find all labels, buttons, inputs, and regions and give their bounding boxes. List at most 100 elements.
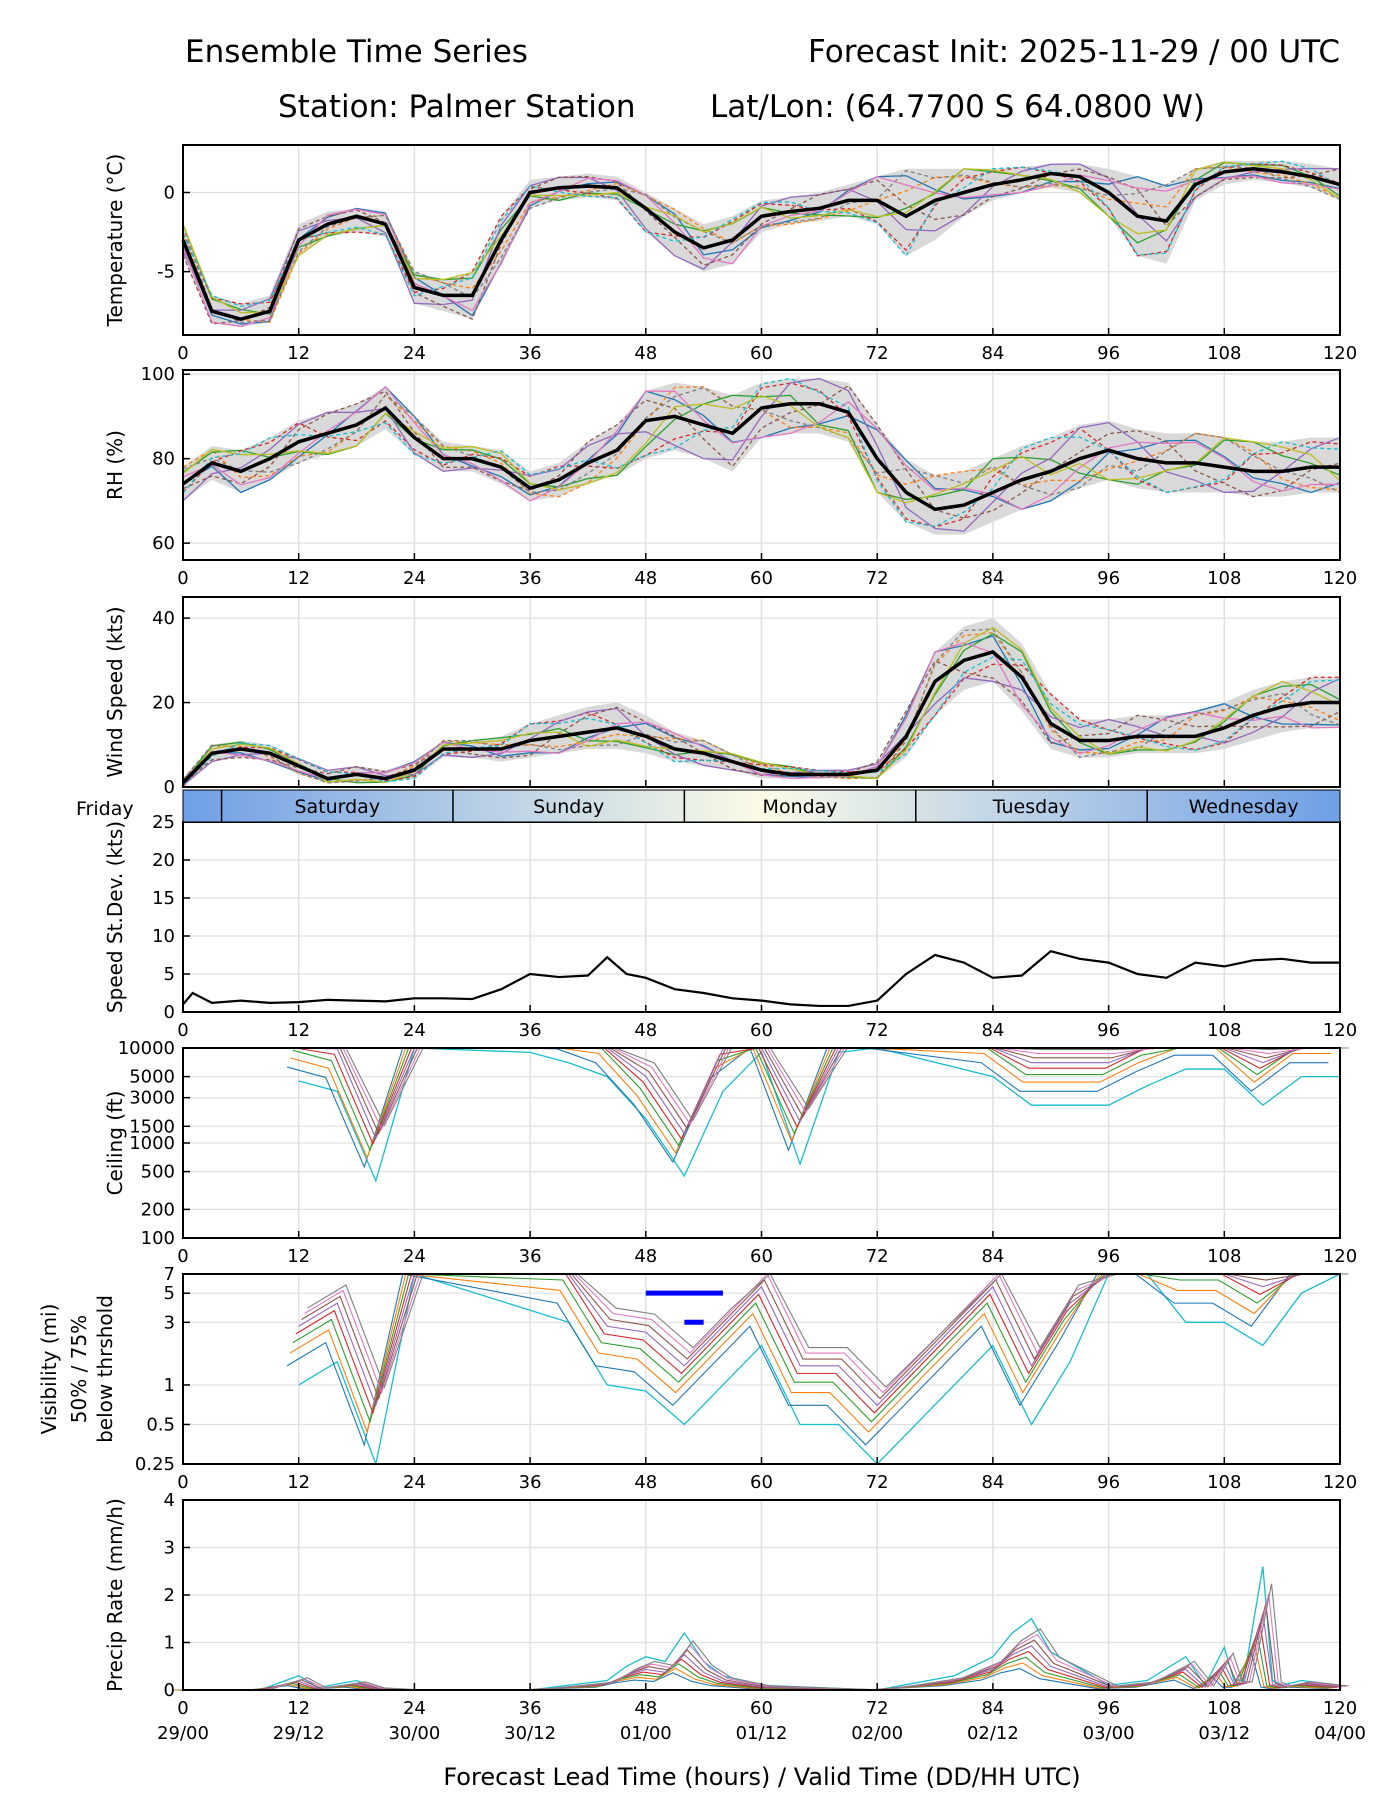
member-line: [289, 1273, 1332, 1434]
x-tick-label: 48: [634, 1020, 657, 1041]
title-right: Forecast Init: 2025-11-29 / 00 UTC: [808, 34, 1340, 70]
y-axis-label-sub: below thrshold: [93, 1295, 117, 1443]
x-tick-label: 24: [403, 343, 426, 364]
x-tick-label: 120: [1323, 343, 1357, 364]
y-tick-label: 0: [164, 777, 175, 798]
y-tick-label: 1000: [129, 1133, 175, 1154]
x-tick-label: 120: [1323, 1246, 1357, 1267]
y-tick-label: 3: [164, 1538, 175, 1559]
x-tick-label: 60: [750, 343, 773, 364]
y-tick-label: 25: [152, 812, 175, 833]
day-label: Wednesday: [1189, 796, 1299, 818]
y-tick-label: 20: [152, 693, 175, 714]
member-line: [182, 163, 1341, 311]
x-tick-label: 48: [634, 568, 657, 589]
panel-6: 75 3 1 0.5 0.250 12 24 36 48 60 72 84 96 108 120 Visibi…: [37, 1264, 1357, 1493]
y-tick-label: 20: [152, 850, 175, 871]
x-tick-label: 84: [981, 1246, 1004, 1267]
y-tick-label: 7: [164, 1264, 175, 1285]
x-tick-label: 48: [634, 1472, 657, 1493]
x-tick-label: 120: [1323, 568, 1357, 589]
y-tick-label: 2: [164, 1585, 175, 1606]
valid-time-ticks: 29/00 29/12 30/00 30/12 01/00 01/12 02/00 02/12…: [157, 1723, 1366, 1744]
member-line: [298, 1047, 1340, 1140]
member-line: [182, 382, 1341, 528]
panel-7: 4 3 2 1 00 12 24 36 48 60 72 84 96 108 120 Precip Rate …: [103, 1490, 1357, 1719]
member-line: [182, 377, 1341, 532]
series-line: [181, 166, 1341, 321]
x-tick-label: 24: [403, 1246, 426, 1267]
x-tick-label: 72: [866, 343, 889, 364]
y-tick-label: 4: [164, 1490, 175, 1511]
y-tick-label: 3000: [129, 1088, 175, 1109]
member-line: [182, 385, 1341, 511]
y-axis-label-thresholds: 50% / 75%: [67, 1315, 91, 1423]
member-line: [286, 1273, 1329, 1447]
member-line: [307, 1273, 1349, 1389]
x-tick-label: 72: [866, 1472, 889, 1493]
member-line: [182, 632, 1341, 784]
valid-time-label: 03/00: [1083, 1723, 1135, 1744]
x-tick-label: 36: [519, 1020, 542, 1041]
panel-3: 40 20 0 Wind Speed (kts): [103, 596, 1341, 798]
x-tick-label: 72: [866, 568, 889, 589]
member-line: [182, 641, 1341, 781]
y-axis-label: Wind Speed (kts): [103, 606, 127, 777]
y-tick-label: 0.25: [135, 1454, 175, 1475]
valid-time-label: 02/12: [967, 1723, 1019, 1744]
x-tick-label: 0: [177, 1020, 188, 1041]
title-left: Ensemble Time Series: [185, 34, 528, 70]
member-line: [191, 1583, 1349, 1691]
x-tick-label: 48: [634, 1246, 657, 1267]
x-tick-label: 96: [1097, 1698, 1120, 1719]
series-line: [182, 949, 1340, 1008]
y-axis-label: RH (%): [103, 430, 127, 500]
x-tick-label: 12: [287, 1698, 310, 1719]
member-line: [182, 161, 1341, 314]
x-tick-label: 12: [287, 1020, 310, 1041]
y-tick-label: 200: [141, 1199, 175, 1220]
x-tick-label: 96: [1097, 1020, 1120, 1041]
x-tick-label: 84: [981, 1698, 1004, 1719]
member-line: [182, 626, 1341, 784]
x-tick-label: 72: [866, 1020, 889, 1041]
y-tick-label: 1500: [129, 1116, 175, 1137]
x-tick-label: 36: [519, 1246, 542, 1267]
x-tick-label: 120: [1323, 1020, 1357, 1041]
x-tick-label: 0: [177, 1472, 188, 1493]
x-tick-label: 24: [403, 1472, 426, 1493]
x-tick-label: 60: [750, 568, 773, 589]
series-line: [181, 649, 1340, 785]
x-tick-label: 0: [177, 1698, 188, 1719]
x-tick-label: 12: [287, 343, 310, 364]
y-tick-label: 100: [141, 1228, 175, 1249]
member-line: [182, 660, 1341, 784]
y-tick-label: 5000: [129, 1067, 175, 1088]
x-tick-label: 60: [750, 1020, 773, 1041]
member-line: [182, 174, 1341, 327]
x-tick-label: 48: [634, 1698, 657, 1719]
valid-time-label: 29/12: [273, 1723, 325, 1744]
x-tick-label: 84: [981, 1020, 1004, 1041]
x-tick-label: 0: [177, 343, 188, 364]
x-tick-label: 60: [750, 1246, 773, 1267]
ensemble-spread-band: [183, 160, 1340, 328]
x-tick-label: 12: [287, 568, 310, 589]
x-tick-label: 96: [1097, 568, 1120, 589]
x-tick-label: 36: [519, 343, 542, 364]
x-tick-label: 84: [981, 343, 1004, 364]
y-tick-label: 3: [164, 1312, 175, 1333]
panel-1: 0 -5 0 12 24 36 48 60 72 84 96 108 120 Temperature (°…: [103, 144, 1357, 364]
y-axis-label: Visibility (mi): [37, 1304, 61, 1435]
valid-time-label: 02/00: [851, 1723, 903, 1744]
x-tick-label: 72: [866, 1246, 889, 1267]
y-axis-label: Precip Rate (mm/h): [103, 1498, 127, 1692]
y-tick-label: 0.5: [146, 1414, 175, 1435]
x-tick-label: 0: [177, 1246, 188, 1267]
x-tick-label: 36: [519, 1698, 542, 1719]
x-tick-label: 24: [403, 1698, 426, 1719]
x-tick-label: 48: [634, 343, 657, 364]
